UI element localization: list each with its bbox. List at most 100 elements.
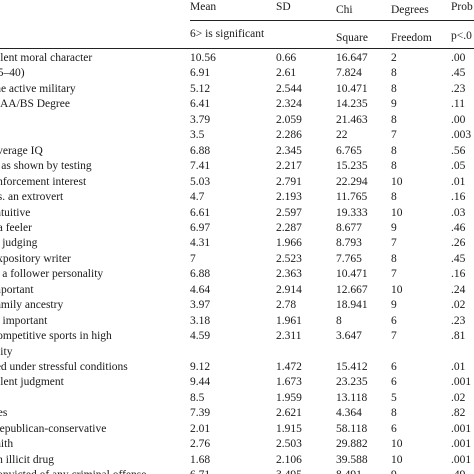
table-row: mportant 4.64 2.914 12.667 10 .24 [0, 283, 474, 298]
cell-sd: 1.472 [276, 361, 302, 373]
cell-sd: 2.503 [276, 438, 302, 451]
cell-probability: .01 [451, 175, 466, 188]
row-label: average IQ [0, 144, 43, 157]
cell-chi-square: 18.941 [336, 299, 368, 312]
cell-mean: 8.5 [190, 391, 205, 404]
row-label: it as shown by testing [0, 160, 92, 173]
header-chi-square: Square [336, 32, 368, 44]
cell-chi-square: 4.364 [336, 407, 362, 420]
cell-probability: .001 [451, 422, 472, 435]
header-freedom: Freedom [391, 32, 432, 44]
cell-probability: .003 [451, 129, 472, 142]
cell-degrees-freedom: 7 [391, 330, 397, 343]
cell-degrees-freedom: 8 [391, 82, 397, 95]
table-row: Republican-conservative 2.01 1.915 58.118 6.… [0, 422, 474, 437]
cell-degrees-freedom: 8 [391, 113, 397, 126]
header-mid-rule [190, 20, 474, 21]
cell-sd: 2.287 [276, 221, 302, 234]
cell-mean: 6.61 [190, 206, 211, 219]
cell-probability: .00 [451, 52, 466, 64]
cell-sd: 2.544 [276, 82, 302, 95]
cell-degrees-freedom: 7 [391, 237, 397, 250]
cell-probability: .001 [451, 438, 472, 451]
table-row: s. a follower personality 6.88 2.363 10.471… [0, 267, 474, 282]
row-label: the active military [0, 82, 76, 95]
row-label: intuitive [0, 206, 31, 219]
cell-probability: .001 [451, 453, 472, 466]
cell-mean: 1.68 [190, 453, 211, 466]
cell-sd: 2.345 [276, 144, 302, 157]
row-label: rsity [0, 345, 13, 358]
cell-degrees-freedom: 9 [391, 299, 397, 312]
cell-sd: 2.286 [276, 129, 302, 142]
cell-probability: .45 [451, 252, 466, 265]
cell-probability: .02 [451, 299, 466, 312]
table-row: the active military 5.12 2.544 10.471 8 .23 [0, 82, 474, 97]
table-row: intuitive 6.61 2.597 19.333 10 .03 [0, 206, 474, 221]
row-label: red under stressful conditions [0, 361, 128, 373]
row-label: enforcement interest [0, 175, 87, 188]
row-label: mportant [0, 283, 34, 296]
cell-degrees-freedom: 8 [391, 191, 397, 204]
cell-sd: 2.311 [276, 330, 302, 343]
cell-mean: 7.39 [190, 407, 211, 420]
cell-degrees-freedom: 6 [391, 361, 397, 373]
cell-mean: 7 [190, 252, 196, 265]
cell-probability: .16 [451, 191, 466, 204]
header-degrees: Degrees [391, 4, 429, 16]
header-mean: Mean [190, 1, 217, 13]
cell-mean: 6.91 [190, 67, 211, 80]
row-label: s. judging [0, 237, 38, 250]
cell-chi-square: 29.882 [336, 438, 368, 451]
cell-mean: 6.88 [190, 144, 211, 157]
cell-chi-square: 19.333 [336, 206, 368, 219]
table-row: it as shown by testing 7.41 2.217 15.235 8 .0… [0, 159, 474, 174]
row-label: convicted of any criminal offense [0, 468, 146, 474]
cell-probability: .16 [451, 268, 466, 281]
cell-mean: 2.01 [190, 422, 211, 435]
row-label: n AA/BS Degree [0, 98, 70, 111]
table-row: is important 3.18 1.961 8 6 .23 [0, 314, 474, 329]
cell-probability: .03 [451, 206, 466, 219]
cell-chi-square: 15.412 [336, 361, 368, 373]
cell-probability: .24 [451, 283, 466, 296]
cell-mean: 4.7 [190, 191, 205, 204]
cell-degrees-freedom: 6 [391, 422, 397, 435]
cell-degrees-freedom: 6 [391, 314, 397, 327]
table-row: family ancestry 3.97 2.78 18.941 9 .02 [0, 298, 474, 313]
cell-degrees-freedom: 2 [391, 52, 397, 64]
table-row: . a feeler 6.97 2.287 8.677 9 .46 [0, 221, 474, 236]
header-chi: Chi [336, 4, 353, 16]
cell-degrees-freedom: 9 [391, 468, 397, 474]
cell-chi-square: 11.765 [336, 191, 368, 204]
cell-sd: 2.523 [276, 252, 302, 265]
cell-probability: .81 [451, 330, 466, 343]
cell-probability: .56 [451, 144, 466, 157]
cell-chi-square: 10.471 [336, 268, 368, 281]
cell-sd: 2.363 [276, 268, 302, 281]
table-row: an illicit drug 1.68 2.106 39.588 10 .001 [0, 453, 474, 468]
cell-sd: 2.78 [276, 299, 297, 312]
cell-probability: .001 [451, 376, 472, 389]
row-label: expository writer [0, 252, 71, 265]
cell-degrees-freedom: 5 [391, 391, 397, 404]
row-label: family ancestry [0, 299, 64, 312]
cell-chi-square: 22.294 [336, 175, 368, 188]
cell-mean: 3.79 [190, 113, 211, 126]
cell-sd: 0.66 [276, 52, 297, 64]
cell-sd: 2.914 [276, 283, 302, 296]
cell-sd: 2.621 [276, 407, 302, 420]
cell-chi-square: 14.235 [336, 98, 368, 111]
row-label: s. a follower personality [0, 268, 104, 281]
table-row: 25–40) 6.91 2.61 7.824 8 .45 [0, 66, 474, 81]
cell-sd: 1.961 [276, 314, 302, 327]
cell-sd: 1.915 [276, 422, 302, 435]
cell-sd: 2.597 [276, 206, 302, 219]
cell-probability: .26 [451, 237, 466, 250]
cell-chi-square: 3.647 [336, 330, 362, 343]
cell-probability: .46 [451, 221, 466, 234]
cell-sd: 1.959 [276, 391, 302, 404]
row-label: ellent moral character [0, 52, 93, 64]
cell-probability: .23 [451, 82, 466, 95]
